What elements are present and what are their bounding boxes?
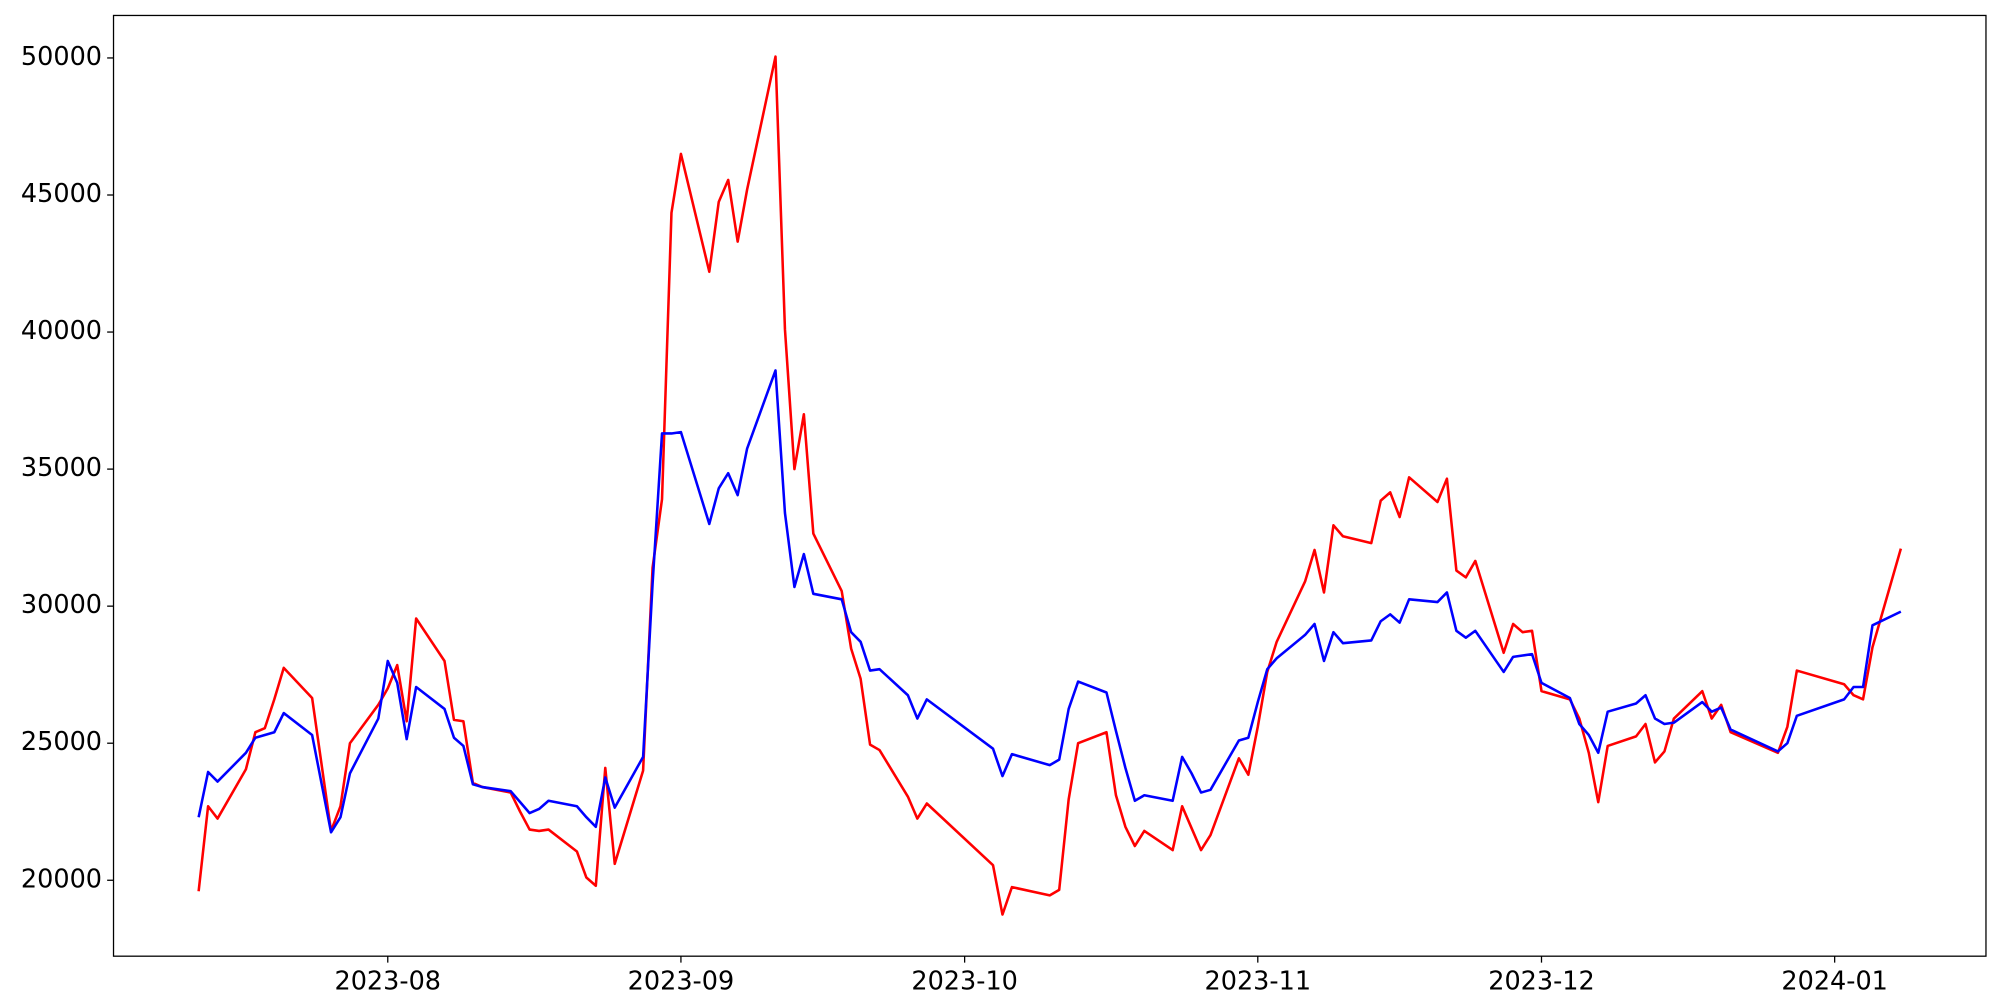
x-tick-label: 2023-08 [335, 967, 442, 997]
x-tick-label: 2023-11 [1205, 967, 1312, 997]
y-tick-label: 45000 [21, 179, 102, 209]
plot-frame [112, 14, 1987, 957]
y-tick-label: 35000 [21, 453, 102, 483]
x-tick-label: 2024-01 [1781, 967, 1888, 997]
series-line [197, 55, 1903, 916]
y-tick-label: 50000 [21, 42, 102, 72]
x-tick-label: 2023-10 [911, 967, 1018, 997]
y-tick-label: 30000 [21, 590, 102, 620]
y-tick-label: 40000 [21, 316, 102, 346]
series-line [197, 369, 1902, 834]
x-tick-label: 2023-09 [628, 967, 735, 997]
y-tick-label: 25000 [21, 727, 102, 757]
x-tick-label: 2023-12 [1488, 967, 1595, 997]
y-tick-label: 20000 [21, 864, 102, 894]
